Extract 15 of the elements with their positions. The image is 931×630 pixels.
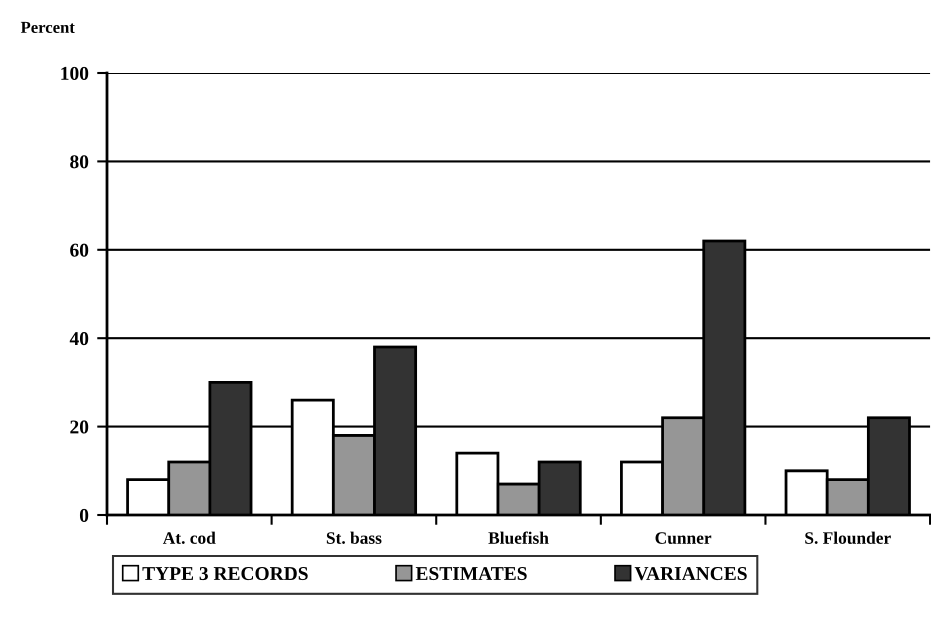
x-tick-label: Cunner (656, 532, 712, 544)
y-tick-label: 100 (61, 66, 88, 80)
x-tick-label: St. bass (326, 532, 382, 544)
y-axis-title: Percent (20, 22, 75, 33)
y-tick-label: 80 (70, 155, 88, 168)
y-tick-label: 40 (70, 332, 88, 346)
y-tick-label: 0 (80, 508, 88, 522)
y-tick-label: 20 (70, 420, 88, 434)
x-tick-label: S. Flounder (805, 532, 891, 544)
y-tick-label: 60 (70, 244, 88, 257)
legend-label: TYPE 3 RECORDS (142, 567, 308, 580)
x-tick-label: At. cod (162, 532, 216, 544)
x-tick-label: Bluefish (488, 531, 549, 544)
legend-label: VARIANCES (634, 567, 747, 580)
legend-label: ESTIMATES (416, 567, 527, 580)
